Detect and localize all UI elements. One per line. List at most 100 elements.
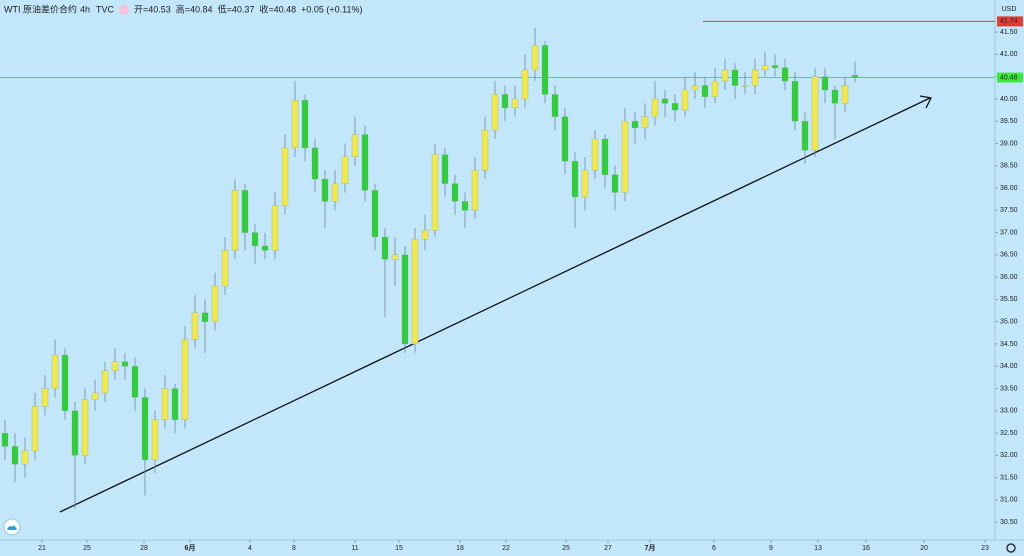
candle-body xyxy=(131,366,139,398)
candle-body xyxy=(51,354,59,389)
symbol: WTI 原油差价合约 xyxy=(4,3,77,14)
candle-body xyxy=(641,116,649,129)
candle-body xyxy=(31,406,39,452)
candle-body xyxy=(701,85,709,97)
candle-body xyxy=(101,370,109,394)
candle-body xyxy=(61,354,69,411)
x-tick-label: 20 xyxy=(920,545,928,552)
x-tick-label: 6 xyxy=(712,545,716,552)
candle-body xyxy=(241,190,249,233)
candle-body xyxy=(751,69,759,86)
candle-body xyxy=(541,45,549,95)
y-tick-label: 32.50 xyxy=(1000,430,1018,437)
candle-body xyxy=(561,116,569,162)
y-tick-label: 41.00 xyxy=(1000,51,1018,58)
y-tick-label: 37.50 xyxy=(1000,207,1018,214)
candle-body xyxy=(401,254,409,345)
candle-body xyxy=(391,254,399,260)
settings-button[interactable] xyxy=(1006,543,1016,553)
candle-body xyxy=(741,85,749,87)
candle-body xyxy=(221,250,229,287)
candle-body xyxy=(471,170,479,211)
candle-body xyxy=(801,121,809,151)
candle-body xyxy=(721,69,729,82)
candle-body xyxy=(831,89,839,104)
candle-body xyxy=(311,147,319,180)
candle-body xyxy=(611,174,619,193)
candle-body xyxy=(361,134,369,191)
x-tick-label: 28 xyxy=(140,545,148,552)
candle-body xyxy=(531,45,539,71)
candle-body xyxy=(671,103,679,111)
candle-body xyxy=(211,285,219,322)
source: TVC xyxy=(96,4,115,14)
y-tick-label: 31.50 xyxy=(1000,474,1018,481)
candle-body xyxy=(781,67,789,82)
candle-body xyxy=(521,69,529,100)
y-tick-label: 33.00 xyxy=(1000,408,1018,415)
y-tick-label: 36.00 xyxy=(1000,274,1018,281)
candle-body xyxy=(151,419,159,460)
interval: 4h xyxy=(80,4,90,14)
indicator-icon[interactable] xyxy=(119,5,129,15)
candle-body xyxy=(321,178,329,202)
candle-body xyxy=(91,392,99,400)
candle-body xyxy=(261,245,269,251)
candle-body xyxy=(651,98,659,117)
x-tick-label: 22 xyxy=(502,545,510,552)
ohlc-text: 低=40.37 xyxy=(218,3,255,14)
candle-body xyxy=(841,85,849,104)
y-tick-label: 38.00 xyxy=(1000,185,1018,192)
candle-body xyxy=(451,183,459,202)
y-tick-label: 38.50 xyxy=(1000,163,1018,170)
candle-body xyxy=(591,138,599,171)
ohlc-text: 收=40.48 xyxy=(259,3,296,14)
y-tick-label: 30.50 xyxy=(1000,519,1018,526)
candle-body xyxy=(821,76,829,91)
candle-body xyxy=(691,85,699,91)
candle-body xyxy=(811,76,819,151)
candle-body xyxy=(21,450,29,465)
x-tick-label: 13 xyxy=(814,545,822,552)
x-tick-label: 9 xyxy=(769,545,773,552)
ohlc-text: +0.05 (+0.11%) xyxy=(301,4,362,14)
y-tick-label: 36.50 xyxy=(1000,252,1018,259)
x-tick-label: 7月 xyxy=(645,544,656,552)
ohlc-text: 开=40.53 xyxy=(134,4,171,14)
y-tick-label: 39.50 xyxy=(1000,118,1018,125)
x-tick-label: 15 xyxy=(395,545,403,552)
price-label-box xyxy=(997,16,1023,27)
candle-body xyxy=(281,147,289,206)
y-tick-label: 40.00 xyxy=(1000,96,1018,103)
candle-body xyxy=(501,94,509,108)
candle-body xyxy=(371,190,379,238)
x-tick-label: 4 xyxy=(248,545,252,552)
candle-body xyxy=(81,399,89,456)
candle-body xyxy=(431,154,439,231)
candle-body xyxy=(571,161,579,198)
candle-body xyxy=(111,361,119,371)
y-tick-label: 34.50 xyxy=(1000,341,1018,348)
candle-body xyxy=(581,170,589,198)
price-label: 41.74 xyxy=(1000,18,1018,25)
candle-body xyxy=(251,232,259,247)
y-tick-label: 32.00 xyxy=(1000,452,1018,459)
candles xyxy=(1,27,859,509)
candle-body xyxy=(71,410,79,456)
candle-body xyxy=(761,65,769,71)
price-label: 40.48 xyxy=(1000,74,1018,81)
header: WTI 原油差价合约 4h TVC xyxy=(4,3,129,15)
candle-body xyxy=(461,201,469,211)
candle-body xyxy=(301,100,309,149)
trend-arrow xyxy=(919,95,932,109)
price-label-box xyxy=(997,72,1023,83)
x-tick-label: 25 xyxy=(562,545,570,552)
candle-body xyxy=(191,312,199,340)
candle-body xyxy=(141,397,149,460)
candle-body xyxy=(791,80,799,122)
candle-body xyxy=(171,388,179,420)
candle-body xyxy=(231,190,239,251)
